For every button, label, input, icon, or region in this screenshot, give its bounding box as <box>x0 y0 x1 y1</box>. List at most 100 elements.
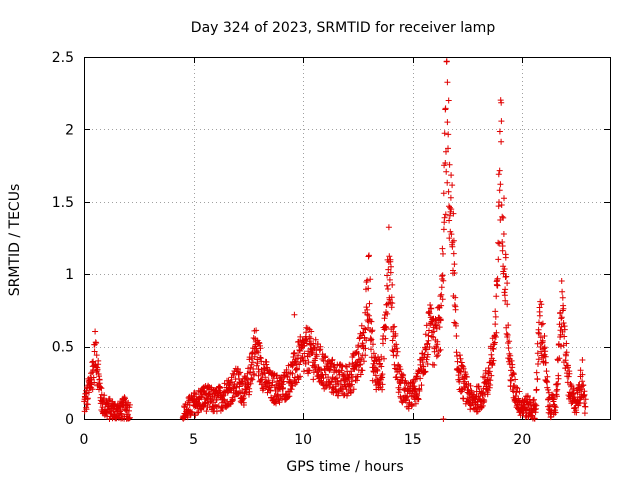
data-point <box>295 352 302 359</box>
data-point <box>370 341 376 348</box>
data-point <box>93 340 100 346</box>
data-point <box>356 362 363 368</box>
data-point <box>378 363 385 370</box>
data-point <box>444 79 451 86</box>
data-point <box>426 310 433 317</box>
data-point <box>558 314 565 321</box>
data-point <box>388 263 394 270</box>
data-point <box>424 340 431 347</box>
data-point <box>445 145 451 152</box>
data-point <box>498 99 505 106</box>
data-point <box>397 366 404 373</box>
data-point <box>297 348 303 354</box>
data-point <box>382 323 389 330</box>
data-point <box>488 351 495 358</box>
data-point <box>342 363 349 370</box>
data-point <box>251 370 258 377</box>
data-point <box>460 365 467 372</box>
data-point <box>436 324 443 331</box>
data-point <box>308 328 315 335</box>
data-point <box>357 371 364 378</box>
data-point <box>535 356 542 363</box>
data-point <box>301 368 307 375</box>
data-point <box>563 352 569 359</box>
data-point <box>539 320 546 327</box>
data-point <box>368 346 374 353</box>
data-point <box>531 415 538 422</box>
data-point <box>498 138 505 145</box>
data-point <box>508 357 515 364</box>
data-point <box>366 300 373 307</box>
data-point <box>93 352 100 359</box>
data-point <box>558 343 564 350</box>
data-point <box>535 361 541 367</box>
data-point <box>193 391 200 398</box>
data-point <box>491 339 498 346</box>
data-point <box>297 373 304 380</box>
data-point <box>88 370 94 377</box>
data-point <box>367 337 374 344</box>
y-tick-label: 2.5 <box>52 50 74 66</box>
data-point <box>84 395 91 402</box>
data-point <box>461 378 468 385</box>
data-point <box>500 231 507 237</box>
data-point <box>83 406 90 413</box>
data-point <box>416 388 423 394</box>
data-point <box>420 363 427 370</box>
data-point <box>463 374 470 380</box>
data-point <box>457 355 464 362</box>
data-point <box>234 366 241 373</box>
data-point <box>384 272 391 279</box>
data-point <box>388 294 395 301</box>
data-point <box>440 250 446 257</box>
data-point <box>394 348 401 355</box>
data-point <box>539 339 546 346</box>
data-point <box>438 284 445 291</box>
data-point <box>215 403 222 410</box>
data-point <box>367 276 374 283</box>
data-point <box>306 367 313 374</box>
data-point <box>302 357 308 364</box>
data-point <box>503 273 510 280</box>
data-point <box>451 319 458 326</box>
data-point <box>507 352 514 359</box>
x-axis-label: GPS time / hours <box>286 459 403 475</box>
data-point <box>387 269 394 276</box>
data-point <box>579 378 586 385</box>
data-point <box>448 231 455 238</box>
data-point <box>489 360 496 367</box>
data-point <box>485 365 492 371</box>
data-point <box>556 355 563 362</box>
data-point <box>273 400 279 407</box>
data-point <box>395 389 402 396</box>
data-point <box>487 377 494 384</box>
data-point <box>453 333 460 339</box>
data-point <box>424 351 431 358</box>
data-point <box>434 341 441 348</box>
data-point <box>437 293 444 300</box>
data-point <box>83 390 90 397</box>
data-point <box>301 350 308 357</box>
data-point <box>567 381 574 387</box>
data-point <box>219 405 226 412</box>
data-point <box>327 366 334 373</box>
data-point <box>559 294 566 301</box>
data-point <box>203 408 210 415</box>
data-point <box>191 390 198 396</box>
data-point <box>538 301 545 308</box>
data-point <box>82 390 89 397</box>
data-point <box>496 167 503 174</box>
data-point <box>437 316 444 323</box>
data-point <box>426 327 432 334</box>
data-point <box>440 190 447 197</box>
data-point <box>437 346 444 353</box>
data-point <box>544 379 551 386</box>
data-point <box>456 352 463 359</box>
y-tick-label: 0 <box>65 412 74 428</box>
data-point <box>560 320 567 326</box>
data-point <box>580 382 587 388</box>
data-point <box>538 321 545 328</box>
y-tick-label: 0.5 <box>52 340 74 356</box>
data-point <box>504 332 511 338</box>
data-point <box>495 256 502 263</box>
